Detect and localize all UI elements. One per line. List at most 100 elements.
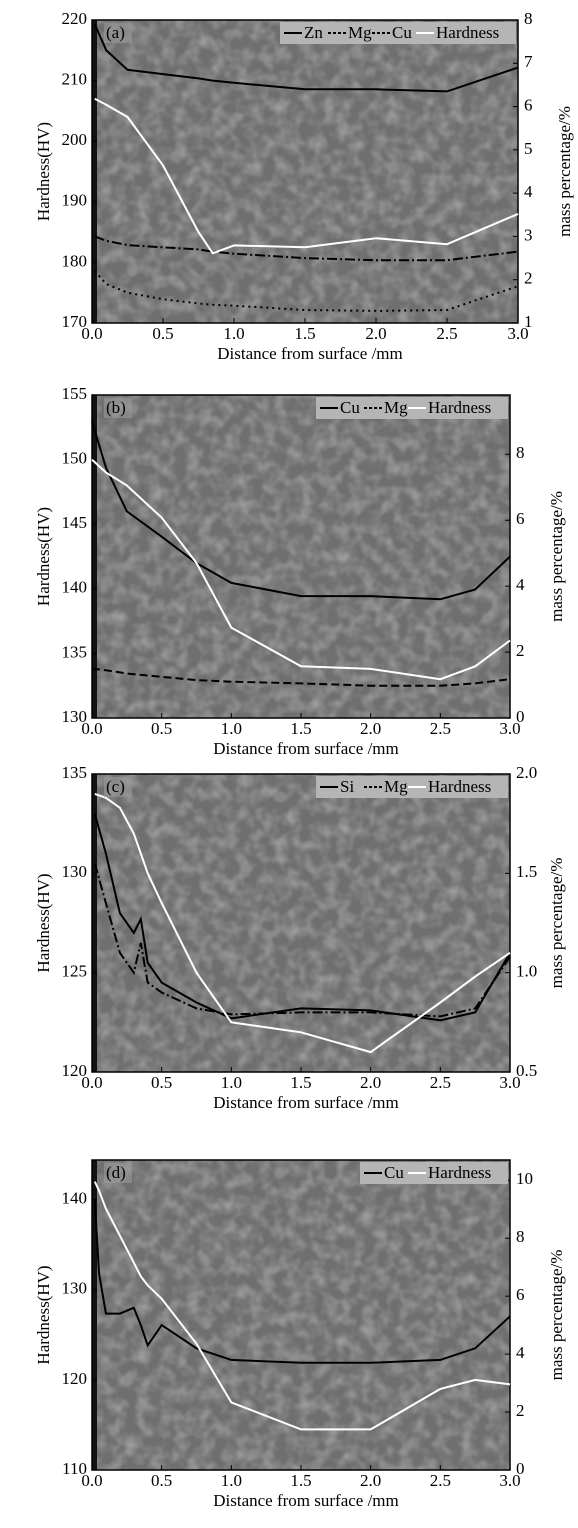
- x-tick-label: 1.5: [290, 1471, 311, 1490]
- surface-edge: [92, 395, 97, 718]
- y2-tick-label: 1.0: [516, 962, 537, 981]
- legend-label: Mg: [348, 23, 372, 42]
- x-axis-label: Distance from surface /mm: [217, 344, 403, 363]
- y-tick-label: 210: [62, 70, 88, 89]
- y2-tick-label: 4: [516, 575, 525, 594]
- y2-tick-label: 4: [524, 182, 533, 201]
- legend-label: Mg: [384, 777, 408, 796]
- plot-texture: [92, 395, 510, 718]
- legend-label: Hardness: [428, 1163, 491, 1182]
- x-tick-label: 0.0: [81, 324, 102, 343]
- y2-tick-label: 8: [516, 443, 525, 462]
- x-tick-label: 1.5: [290, 1073, 311, 1092]
- panel-label-box: [104, 398, 132, 418]
- y2-tick-label: 3: [524, 225, 533, 244]
- y2-tick-label: 2: [516, 1401, 525, 1420]
- series-line: [93, 813, 511, 1022]
- x-tick-label: 0.0: [81, 719, 102, 738]
- y-tick-label: 220: [62, 9, 88, 28]
- y2-axis-label: mass percentage/%: [547, 1250, 566, 1381]
- surface-edge: [92, 774, 97, 1072]
- x-tick-label: 2.0: [360, 719, 381, 738]
- y2-axis-label: mass percentage/%: [547, 491, 566, 622]
- x-tick-label: 0.5: [151, 1073, 172, 1092]
- x-tick-label: 0.5: [151, 719, 172, 738]
- series-line: [93, 23, 519, 93]
- y-tick-label: 130: [62, 707, 88, 726]
- y2-tick-label: 8: [516, 1227, 525, 1246]
- series-line: [94, 270, 519, 312]
- surface-edge: [92, 1160, 97, 1470]
- legend-label: Zn: [304, 23, 323, 42]
- x-tick-label: 1.5: [290, 719, 311, 738]
- y-tick-label: 190: [62, 191, 88, 210]
- x-tick-label: 3.0: [499, 719, 520, 738]
- y2-tick-label: 8: [524, 9, 533, 28]
- x-tick-label: 2.5: [430, 719, 451, 738]
- y-tick-label: 135: [62, 642, 88, 661]
- y-tick-label: 135: [62, 763, 88, 782]
- x-tick-label: 0.5: [151, 1471, 172, 1490]
- surface-edge: [92, 20, 97, 323]
- y-tick-label: 120: [62, 1369, 88, 1388]
- y-tick-label: 130: [62, 1279, 88, 1298]
- x-tick-label: 2.0: [360, 1073, 381, 1092]
- y2-tick-label: 10: [516, 1169, 533, 1188]
- series-line: [91, 667, 511, 687]
- y-tick-label: 180: [62, 251, 88, 270]
- y-axis-label: Hardness(HV): [34, 122, 53, 221]
- x-tick-label: 3.0: [507, 324, 528, 343]
- legend-label: Cu: [340, 398, 360, 417]
- x-axis-label: Distance from surface /mm: [213, 1491, 399, 1510]
- y-tick-label: 200: [62, 130, 88, 149]
- legend-label: Cu: [392, 23, 412, 42]
- x-tick-label: 2.5: [430, 1073, 451, 1092]
- legend-box: [280, 22, 516, 44]
- y2-tick-label: 5: [524, 139, 533, 158]
- legend-label: Hardness: [428, 398, 491, 417]
- legend-label: Si: [340, 777, 354, 796]
- series-line: [93, 1200, 511, 1364]
- y-tick-label: 170: [62, 312, 88, 331]
- plot-texture: [92, 20, 518, 323]
- y-tick-label: 155: [62, 384, 88, 403]
- series-line: [91, 458, 511, 681]
- y-tick-label: 150: [62, 449, 88, 468]
- y-tick-label: 145: [62, 513, 88, 532]
- y2-tick-label: 1.5: [516, 862, 537, 881]
- y-axis-label: Hardness(HV): [34, 507, 53, 606]
- x-tick-label: 3.0: [499, 1471, 520, 1490]
- x-tick-label: 1.0: [223, 324, 244, 343]
- x-tick-label: 0.0: [81, 1471, 102, 1490]
- x-tick-label: 2.0: [365, 324, 386, 343]
- y2-axis-label: mass percentage/%: [547, 858, 566, 989]
- series-line: [91, 421, 511, 601]
- legend-label: Hardness: [436, 23, 499, 42]
- panel-label: (c): [106, 777, 125, 796]
- panel-label-box: [104, 23, 132, 43]
- y2-tick-label: 2: [524, 269, 533, 288]
- x-tick-label: 1.0: [221, 1471, 242, 1490]
- y2-tick-label: 7: [524, 52, 533, 71]
- y2-tick-label: 0: [516, 707, 525, 726]
- y-tick-label: 130: [62, 862, 88, 881]
- x-tick-label: 1.0: [221, 719, 242, 738]
- x-tick-label: 1.0: [221, 1073, 242, 1092]
- legend-box: [360, 1162, 508, 1184]
- y2-tick-label: 6: [516, 509, 525, 528]
- legend-label: Hardness: [428, 777, 491, 796]
- y-tick-label: 140: [62, 1189, 88, 1208]
- y2-tick-label: 2: [516, 641, 525, 660]
- y-tick-label: 125: [62, 962, 88, 981]
- x-tick-label: 1.5: [294, 324, 315, 343]
- legend-label: Cu: [384, 1163, 404, 1182]
- plot-texture: [92, 774, 510, 1072]
- panel-label: (b): [106, 398, 126, 417]
- panel-label-box: [104, 1163, 132, 1183]
- y2-axis-label: mass percentage/%: [555, 106, 574, 237]
- series-line: [94, 235, 519, 262]
- x-tick-label: 0.5: [152, 324, 173, 343]
- series-line: [94, 97, 519, 255]
- y-tick-label: 120: [62, 1061, 88, 1080]
- y2-tick-label: 2.0: [516, 763, 537, 782]
